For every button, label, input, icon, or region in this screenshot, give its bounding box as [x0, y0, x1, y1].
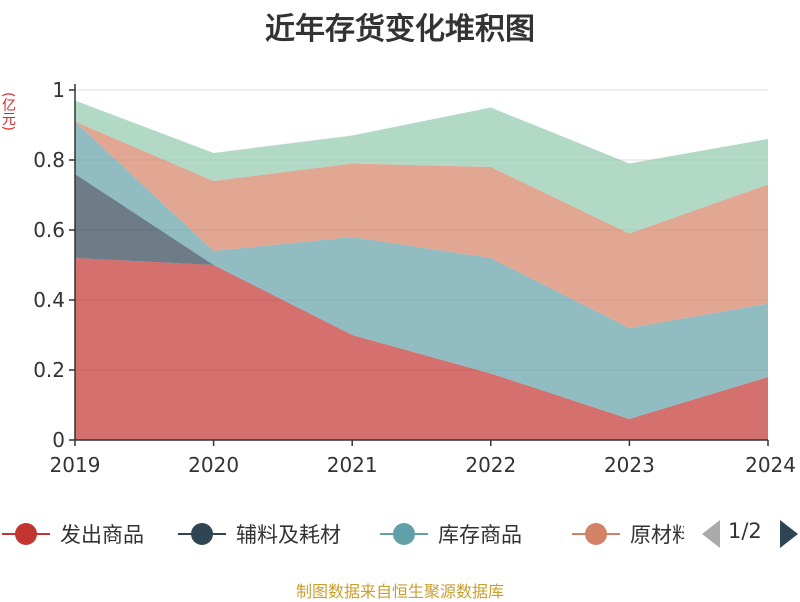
- legend-label: 发出商品: [60, 523, 144, 547]
- legend-next-page-button[interactable]: [780, 520, 798, 548]
- x-tick-label: 2022: [465, 453, 516, 477]
- legend-page-indicator: 1/2: [728, 519, 762, 543]
- legend-swatch-dot: [191, 523, 213, 545]
- area-series-3: [75, 121, 768, 419]
- y-axis-unit: (亿元): [0, 92, 16, 131]
- legend-item[interactable]: 库存商品: [380, 516, 522, 552]
- area-series-4: [75, 121, 768, 328]
- y-tick-label: 0.6: [33, 218, 65, 242]
- y-tick-label: 1: [52, 78, 65, 102]
- area-series-5: [75, 100, 768, 234]
- legend-item[interactable]: 发出商品: [2, 516, 144, 552]
- data-source-note: 制图数据来自恒生聚源数据库: [295, 582, 504, 601]
- y-tick-label: 0.8: [33, 148, 65, 172]
- legend-swatch-dot: [15, 523, 37, 545]
- y-tick-label: 0.2: [33, 358, 65, 382]
- x-tick-label: 2021: [327, 453, 378, 477]
- area-series: [75, 100, 768, 440]
- tick-labels: 0 0.2 0.4 0.6 0.8 1 2019 2020 2021 2022 2023 2024: [33, 78, 796, 477]
- legend-swatch-dot: [393, 523, 415, 545]
- x-tick-label: 2019: [50, 453, 101, 477]
- chart-title: 近年存货变化堆积图: [265, 12, 535, 47]
- legend-swatch: [380, 522, 428, 546]
- legend-prev-page-button[interactable]: [702, 520, 720, 548]
- legend-item[interactable]: 辅料及耗材: [178, 516, 341, 552]
- x-tick-label: 2020: [188, 453, 239, 477]
- legend-label: 库存商品: [438, 523, 522, 547]
- legend-swatch: [178, 522, 226, 546]
- stacked-area-chart: 0 0.2 0.4 0.6 0.8 1 2019 2020 2021 2022 2023 2024: [33, 78, 796, 477]
- area-series-1: [75, 258, 768, 440]
- legend: 发出商品 辅料及耗材 库存商品 原材料 1/2: [0, 516, 800, 552]
- legend-item[interactable]: 原材料: [572, 516, 684, 552]
- y-tick-label: 0.4: [33, 288, 65, 312]
- legend-label: 原材料: [630, 523, 684, 547]
- y-tick-label: 0: [52, 428, 65, 452]
- legend-items: 发出商品 辅料及耗材 库存商品 原材料: [0, 516, 684, 552]
- legend-label: 辅料及耗材: [236, 523, 341, 547]
- legend-swatch: [572, 522, 620, 546]
- axes: [69, 84, 769, 446]
- legend-swatch: [2, 522, 50, 546]
- x-tick-label: 2024: [745, 453, 796, 477]
- x-tick-label: 2023: [604, 453, 655, 477]
- legend-swatch-dot: [585, 523, 607, 545]
